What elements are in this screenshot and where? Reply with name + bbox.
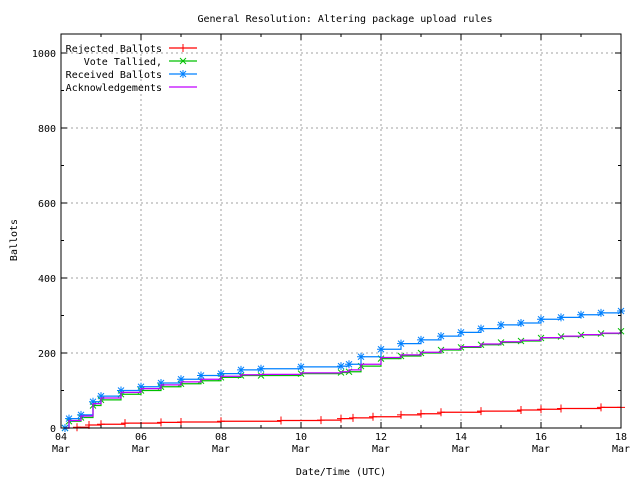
data-point [437, 408, 445, 417]
series-line-3 [65, 330, 622, 429]
data-point [337, 414, 345, 423]
data-point [537, 405, 545, 414]
data-point [477, 324, 485, 333]
data-point [537, 315, 545, 324]
y-tick-label: 800 [38, 124, 56, 135]
x-tick-label-month: Mar [292, 444, 310, 455]
data-point [121, 419, 129, 428]
data-point [349, 413, 357, 422]
data-point [597, 403, 605, 412]
x-tick-label-day: 12 [375, 432, 387, 443]
data-point [437, 332, 445, 341]
data-point [73, 423, 81, 432]
y-tick-label: 600 [38, 199, 56, 210]
chart-title: General Resolution: Altering package upl… [197, 14, 492, 25]
x-tick-label-day: 06 [135, 432, 147, 443]
data-point [377, 345, 385, 354]
data-point [257, 364, 265, 373]
legend-label: Vote Tallied, [84, 57, 162, 68]
data-point [517, 406, 525, 414]
series-line-1 [65, 331, 622, 429]
x-tick-label-day: 18 [615, 432, 627, 443]
y-tick-label: 200 [38, 349, 56, 360]
data-point [397, 339, 405, 348]
x-tick-label-month: Mar [612, 444, 630, 455]
y-tick-label: 0 [50, 424, 56, 435]
data-point [257, 372, 265, 379]
legend-label: Received Ballots [66, 70, 162, 81]
legend-label: Rejected Ballots [66, 44, 162, 55]
legend-marker [179, 70, 187, 78]
x-tick-label-month: Mar [532, 444, 550, 455]
y-axis-label: Ballots [9, 219, 20, 261]
data-point [157, 418, 165, 427]
data-point [317, 416, 325, 425]
data-point [497, 320, 505, 329]
data-point [517, 319, 525, 327]
x-axis-label: Date/Time (UTC) [296, 467, 386, 478]
x-tick-label-day: 08 [215, 432, 227, 443]
x-tick-label-month: Mar [452, 444, 470, 455]
data-point [557, 404, 565, 413]
data-point [369, 412, 377, 421]
data-point [277, 416, 285, 425]
x-tick-label-month: Mar [52, 444, 70, 455]
data-point [237, 365, 245, 374]
data-point [177, 418, 185, 426]
legend-marker [179, 44, 187, 52]
x-tick-label-day: 16 [535, 432, 547, 443]
data-point [417, 409, 425, 418]
x-tick-label-day: 10 [295, 432, 307, 443]
x-tick-label-month: Mar [372, 444, 390, 455]
data-point [345, 360, 353, 369]
data-point [357, 352, 365, 361]
data-point [337, 362, 345, 371]
y-tick-label: 400 [38, 274, 56, 285]
y-tick-label: 1000 [32, 49, 56, 60]
data-point [577, 310, 585, 319]
data-point [597, 308, 605, 317]
x-tick-label-day: 14 [455, 432, 467, 443]
data-point [557, 313, 565, 322]
legend-label: Acknowledgements [66, 83, 162, 94]
data-point [177, 375, 185, 384]
x-tick-label-month: Mar [212, 444, 230, 455]
data-point [457, 328, 465, 337]
data-point [417, 335, 425, 344]
data-point [197, 371, 205, 380]
data-point [477, 407, 485, 416]
data-point [297, 362, 305, 371]
x-tick-label-month: Mar [132, 444, 150, 455]
data-point [217, 369, 225, 378]
data-point [397, 410, 405, 419]
series-line-0 [77, 406, 621, 428]
legend-marker [179, 57, 187, 65]
x-tick-label-day: 04 [55, 432, 67, 443]
